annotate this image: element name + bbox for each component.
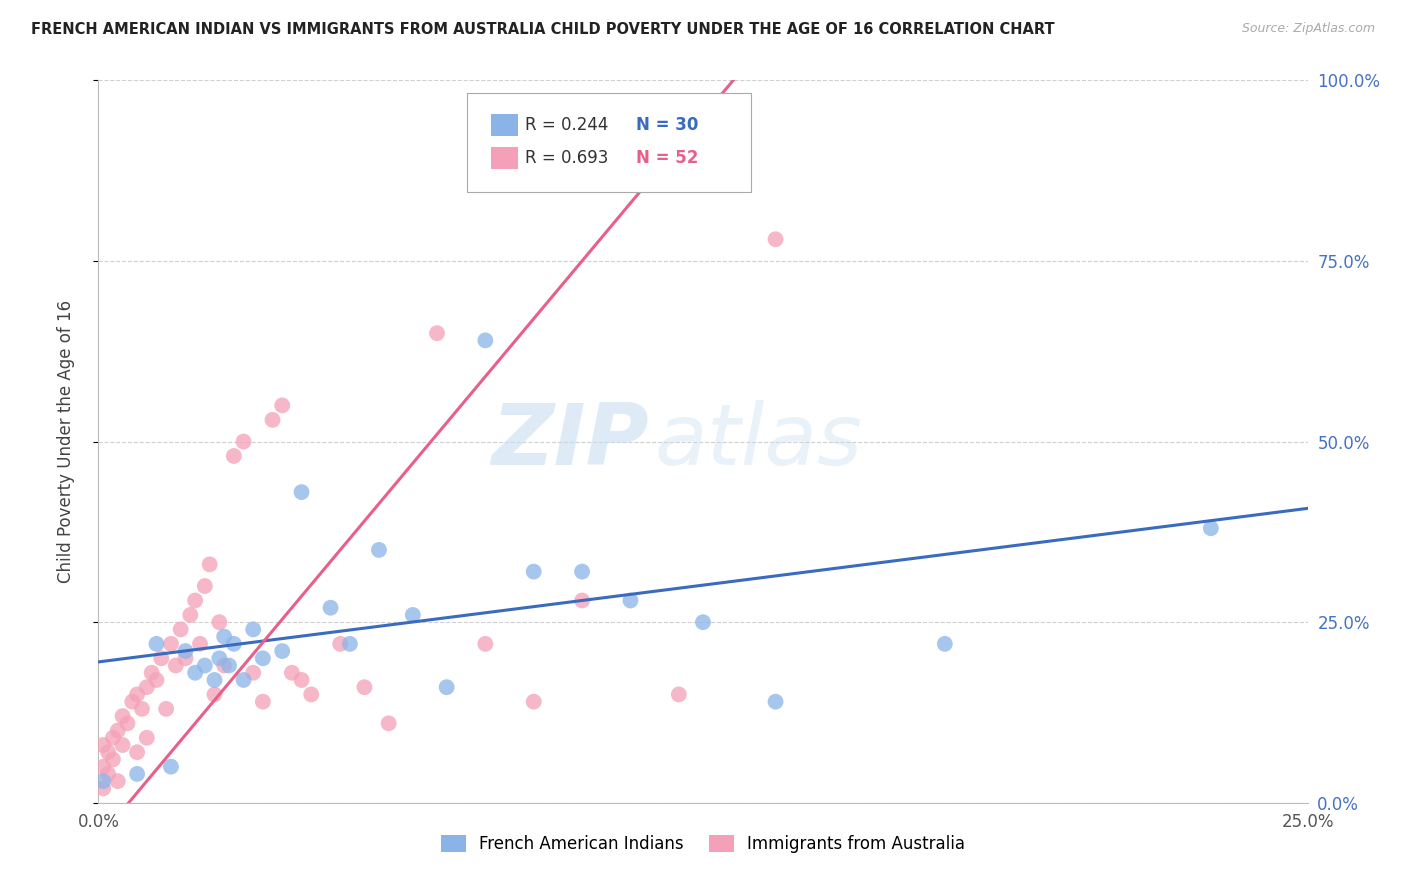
Point [281,665,304,680]
Y-axis label: Child Poverty Under the Age of 16: Child Poverty Under the Age of 16 [56,300,75,583]
Point [353,680,375,694]
Point [222,637,245,651]
Point [131,702,153,716]
Point [174,644,197,658]
Point [436,680,458,694]
Point [262,413,284,427]
Text: N = 52: N = 52 [637,149,699,168]
Point [668,687,690,701]
Point [299,687,322,701]
Point [252,651,274,665]
Point [377,716,399,731]
Point [91,760,114,774]
Text: atlas: atlas [655,400,863,483]
Legend: French American Indians, Immigrants from Australia: French American Indians, Immigrants from… [434,828,972,860]
Point [111,738,134,752]
Point [121,695,143,709]
Text: R = 0.693: R = 0.693 [526,149,609,168]
Point [290,673,312,687]
Point [290,485,312,500]
Point [208,651,231,665]
Point [160,637,183,651]
Point [188,637,211,651]
Point [242,665,264,680]
Point [692,615,714,630]
Point [127,767,149,781]
Point [319,600,342,615]
Point [212,630,235,644]
Point [204,673,226,687]
Point [339,637,361,651]
Point [252,695,274,709]
Point [474,334,496,348]
Point [91,738,114,752]
Point [1199,521,1222,535]
Point [117,716,139,731]
Point [523,565,546,579]
Text: Source: ZipAtlas.com: Source: ZipAtlas.com [1241,22,1375,36]
Text: R = 0.244: R = 0.244 [526,116,609,134]
Point [97,767,120,781]
Point [141,665,163,680]
Point [97,745,120,759]
Point [571,565,593,579]
Point [127,687,149,701]
Point [184,665,207,680]
Point [765,695,787,709]
Point [91,781,114,796]
Point [150,651,173,665]
Point [169,623,191,637]
Point [145,637,167,651]
Point [135,731,157,745]
FancyBboxPatch shape [492,114,517,136]
Point [212,658,235,673]
Point [179,607,201,622]
Point [271,644,294,658]
Point [242,623,264,637]
Point [218,658,240,673]
Point [232,434,254,449]
Text: N = 30: N = 30 [637,116,699,134]
Point [523,695,546,709]
Point [571,593,593,607]
Point [222,449,245,463]
Point [329,637,352,651]
Point [232,673,254,687]
FancyBboxPatch shape [467,93,751,193]
Point [107,723,129,738]
Point [111,709,134,723]
Point [160,760,183,774]
FancyBboxPatch shape [492,147,517,169]
Point [101,731,124,745]
Point [208,615,231,630]
Point [198,558,221,572]
Point [426,326,449,340]
Point [174,651,197,665]
Point [194,658,217,673]
Point [368,542,391,557]
Point [934,637,956,651]
Point [101,752,124,766]
Point [271,398,294,412]
Point [184,593,207,607]
Point [619,593,641,607]
Point [155,702,177,716]
Point [474,637,496,651]
Point [194,579,217,593]
Point [127,745,149,759]
Text: FRENCH AMERICAN INDIAN VS IMMIGRANTS FROM AUSTRALIA CHILD POVERTY UNDER THE AGE : FRENCH AMERICAN INDIAN VS IMMIGRANTS FRO… [31,22,1054,37]
Point [204,687,226,701]
Point [107,774,129,789]
Point [91,774,114,789]
Point [135,680,157,694]
Point [765,232,787,246]
Point [402,607,425,622]
Text: ZIP: ZIP [491,400,648,483]
Point [165,658,187,673]
Point [145,673,167,687]
